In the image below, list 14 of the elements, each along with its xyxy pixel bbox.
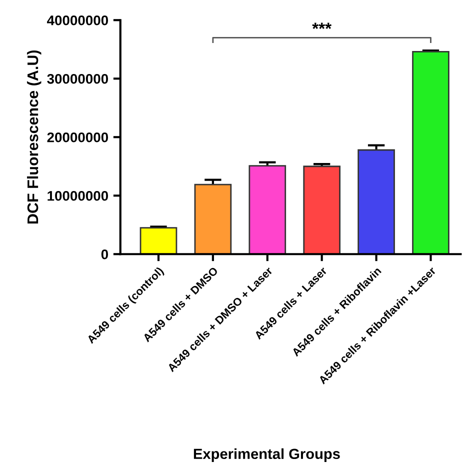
bar — [358, 149, 395, 254]
y-tick-label: 20000000 — [47, 132, 108, 142]
y-tick-label: 40000000 — [46, 15, 108, 26]
y-tick-label: 30000000 — [47, 74, 108, 84]
bar — [248, 165, 286, 254]
y-tick-label: 10000000 — [48, 190, 108, 201]
x-axis-title: Experimental Groups — [194, 448, 340, 462]
bar — [412, 51, 450, 254]
annotation: *** — [312, 22, 332, 29]
bar — [194, 184, 232, 254]
y-tick-label: 0 — [101, 249, 108, 260]
bar — [140, 227, 178, 254]
y-axis-title: DCF Fluorescence (A.U) — [26, 50, 42, 224]
bar — [303, 166, 341, 254]
